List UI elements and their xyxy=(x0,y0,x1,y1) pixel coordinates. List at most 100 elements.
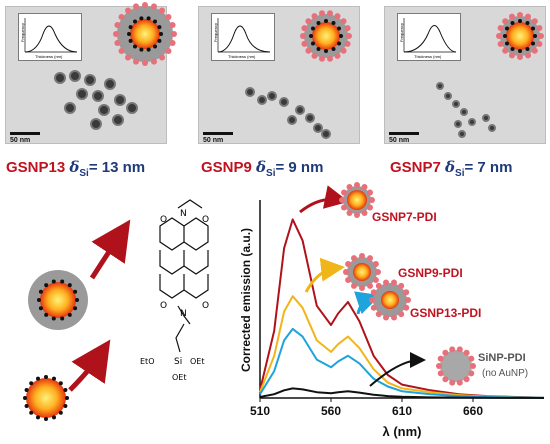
ligand-dot xyxy=(133,19,137,24)
ligand-dot xyxy=(67,283,72,288)
inset-xlabel: Thickness (nm) xyxy=(228,54,256,59)
ligand-dot xyxy=(510,21,515,25)
histogram-curve xyxy=(217,18,271,53)
chart-xtick-layer: 510 560 610 660 xyxy=(250,398,483,418)
ligand-dot xyxy=(24,388,29,392)
ligand-dot xyxy=(29,381,34,386)
dye-dot xyxy=(456,346,463,353)
sinp-particle-icon xyxy=(440,350,472,382)
ligand-dot xyxy=(531,26,535,31)
dye-dot xyxy=(383,279,389,286)
dye-dot xyxy=(437,355,444,362)
dye-dot xyxy=(375,311,382,318)
molecule-O-2: O xyxy=(202,215,209,225)
label-gsnp7: GSNP7-PDI xyxy=(372,210,437,224)
dye-dot xyxy=(125,7,131,14)
ligand-dot xyxy=(133,44,137,49)
dye-dot xyxy=(334,13,341,20)
dye-dot xyxy=(340,47,347,54)
dye-dot xyxy=(346,210,353,216)
ligand-dot xyxy=(75,298,79,302)
dye-dot xyxy=(311,13,318,20)
caption-gsnp7: GSNP7 δSi= 7 nm xyxy=(390,158,512,179)
gsnp7-particle-icon xyxy=(343,186,371,214)
ligand-dot xyxy=(518,49,522,53)
dye-dot xyxy=(525,13,531,20)
dye-dot xyxy=(497,41,504,47)
ligand-dot xyxy=(128,25,133,30)
emission-chart: 510 560 610 660 xyxy=(250,200,545,418)
label-sinp-note: (no AuNP) xyxy=(482,368,529,379)
dye-dot xyxy=(442,376,449,383)
dye-dot xyxy=(437,370,444,377)
thickness-value: = 13 nm xyxy=(88,159,146,176)
dye-dot xyxy=(517,12,523,18)
molecule-O-4: O xyxy=(202,301,209,311)
dye-dot xyxy=(398,282,405,289)
dye-dot xyxy=(372,277,379,283)
dye-dot xyxy=(502,47,509,54)
red-arrow-lower xyxy=(68,339,111,392)
dye-dot xyxy=(463,376,470,383)
thickness-histogram-inset: Frequency Thickness (nm) xyxy=(211,13,275,61)
pdi-molecule xyxy=(159,199,209,353)
dye-dot xyxy=(496,33,502,39)
ligand-dot xyxy=(37,298,41,302)
particle-icon-gsnp7 xyxy=(500,16,540,56)
dye-dot xyxy=(405,297,411,303)
dye-dot xyxy=(133,58,139,65)
dye-dot xyxy=(509,52,515,59)
gsnp9-arrow xyxy=(304,257,345,293)
label-gsnp9: GSNP9-PDI xyxy=(398,266,463,280)
series-line-sinp-pdi xyxy=(259,387,545,399)
ligand-dot xyxy=(337,41,341,46)
dye-dot xyxy=(391,279,397,286)
dye-dot xyxy=(509,13,515,20)
ligand-dot xyxy=(157,38,162,43)
au-bare-particle xyxy=(26,378,66,418)
ligand-dot xyxy=(63,404,68,408)
scale-label: 50 nm xyxy=(389,137,410,144)
ligand-dot xyxy=(38,289,43,294)
dye-dot xyxy=(442,349,449,356)
ligand-dot xyxy=(146,47,151,52)
delta-subscript: Si xyxy=(79,168,89,179)
chart-ylabel: Corrected emission (a.u.) xyxy=(239,228,253,372)
histogram-curve xyxy=(24,18,78,53)
dye-dot xyxy=(169,40,176,46)
ligand-dot xyxy=(44,283,49,288)
ligand-dot xyxy=(505,26,509,31)
ligand-dot xyxy=(331,21,336,25)
dye-dot xyxy=(463,349,470,356)
thickness-histogram-inset: Frequency Thickness (nm) xyxy=(397,13,461,61)
dye-dot xyxy=(359,253,365,259)
dye-dot xyxy=(536,41,543,47)
dye-dot xyxy=(151,3,157,10)
delta-symbol: δ xyxy=(256,158,267,176)
dye-dot xyxy=(468,355,475,362)
dye-dot xyxy=(517,54,523,60)
dye-dot xyxy=(502,18,509,25)
dye-dot xyxy=(470,363,476,369)
ligand-dot xyxy=(51,279,56,284)
dye-dot xyxy=(536,25,543,31)
ligand-dot xyxy=(51,316,56,321)
dye-dot xyxy=(538,33,544,39)
dye-dot xyxy=(369,197,375,203)
ligand-dot xyxy=(510,47,515,51)
ligand-dot xyxy=(128,38,133,43)
ligand-dot xyxy=(67,312,72,317)
ligand-dot xyxy=(127,32,131,36)
dye-dot xyxy=(359,285,365,291)
tem-particles xyxy=(54,70,496,139)
dye-dot xyxy=(305,18,312,25)
ligand-dot xyxy=(159,32,163,36)
dye-dot xyxy=(345,277,352,283)
dye-dot xyxy=(391,314,397,321)
dye-dot xyxy=(159,7,165,14)
dye-dot xyxy=(343,269,349,275)
thickness-value: = 7 nm xyxy=(464,159,513,176)
red-arrow-upper xyxy=(89,219,131,280)
gsnp13-particle-icon xyxy=(373,283,407,317)
ligand-dot xyxy=(505,41,509,46)
